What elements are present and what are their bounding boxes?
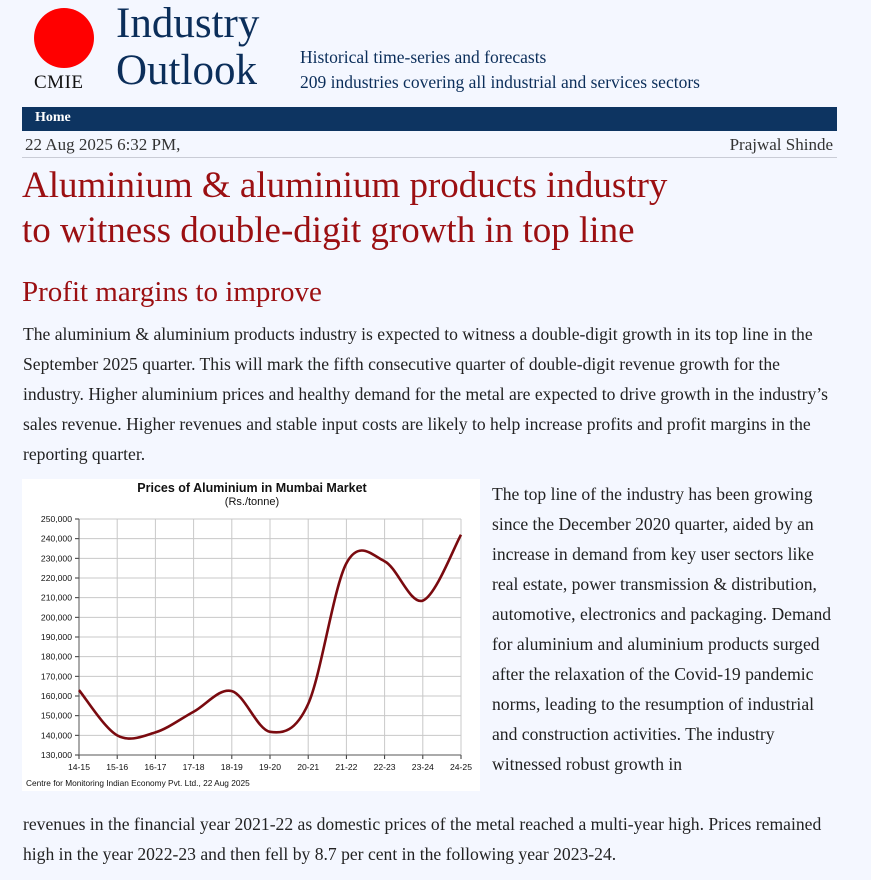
- y-tick-label: 160,000: [41, 691, 72, 701]
- y-tick-label: 250,000: [41, 514, 72, 524]
- price-chart: Prices of Aluminium in Mumbai Market (Rs…: [22, 479, 480, 791]
- article-paragraph-1: The aluminium & aluminium products indus…: [23, 324, 829, 464]
- y-tick-label: 130,000: [41, 750, 72, 760]
- site-title-line2: Outlook: [116, 47, 257, 94]
- article-headline: Aluminium & aluminium products industry …: [22, 163, 842, 253]
- x-tick-label: 15-16: [106, 762, 128, 772]
- site-tagline: Historical time-series and forecasts 209…: [300, 45, 700, 95]
- nav-bar: Home: [22, 107, 837, 131]
- x-tick-label: 22-23: [374, 762, 396, 772]
- x-tick-label: 23-24: [412, 762, 434, 772]
- headline-line2: to witness double-digit growth in top li…: [22, 210, 635, 251]
- x-tick-label: 20-21: [297, 762, 319, 772]
- x-tick-label: 14-15: [68, 762, 90, 772]
- x-tick-label: 17-18: [183, 762, 205, 772]
- article-paragraph-2: The top line of the industry has been gr…: [492, 484, 832, 774]
- article-meta: 22 Aug 2025 6:32 PM, Prajwal Shinde: [25, 135, 833, 157]
- tagline-line2: 209 industries covering all industrial a…: [300, 72, 700, 92]
- y-tick-label: 230,000: [41, 553, 72, 563]
- site-title-line1: Industry: [116, 0, 260, 47]
- x-tick-label: 21-22: [335, 762, 357, 772]
- x-tick-label: 18-19: [221, 762, 243, 772]
- y-tick-label: 180,000: [41, 652, 72, 662]
- chart-subtitle: (Rs./tonne): [224, 496, 280, 508]
- x-tick-label: 19-20: [259, 762, 281, 772]
- tagline-line1: Historical time-series and forecasts: [300, 47, 547, 67]
- y-tick-label: 150,000: [41, 711, 72, 721]
- price-series-line: [77, 534, 463, 740]
- x-tick-label: 24-25: [450, 762, 472, 772]
- y-tick-label: 210,000: [41, 593, 72, 603]
- chart-title: Prices of Aluminium in Mumbai Market: [137, 481, 367, 495]
- y-tick-label: 170,000: [41, 671, 72, 681]
- y-tick-label: 200,000: [41, 612, 72, 622]
- x-tick-label: 16-17: [144, 762, 166, 772]
- nav-home-link[interactable]: Home: [35, 110, 71, 125]
- logo-red-dot: [34, 8, 94, 68]
- article-paragraph-3: revenues in the financial year 2021-22 a…: [23, 814, 822, 864]
- headline-line1: Aluminium & aluminium products industry: [22, 165, 668, 206]
- chart-plot: 130,000 140,000 150,000 160,000 170,000 180,0…: [41, 514, 472, 772]
- article-subhead: Profit margins to improve: [22, 276, 322, 308]
- logo-text: CMIE: [34, 72, 84, 93]
- site-title: Industry Outlook: [116, 0, 259, 94]
- y-tick-label: 140,000: [41, 730, 72, 740]
- cmie-logo: CMIE: [34, 8, 94, 93]
- article-datetime: 22 Aug 2025 6:32 PM,: [25, 135, 181, 154]
- article-author: Prajwal Shinde: [729, 135, 833, 154]
- y-tick-label: 220,000: [41, 573, 72, 583]
- meta-divider: [22, 157, 837, 158]
- y-tick-label: 190,000: [41, 632, 72, 642]
- chart-source: Centre for Monitoring Indian Economy Pvt…: [26, 778, 250, 788]
- y-tick-label: 240,000: [41, 534, 72, 544]
